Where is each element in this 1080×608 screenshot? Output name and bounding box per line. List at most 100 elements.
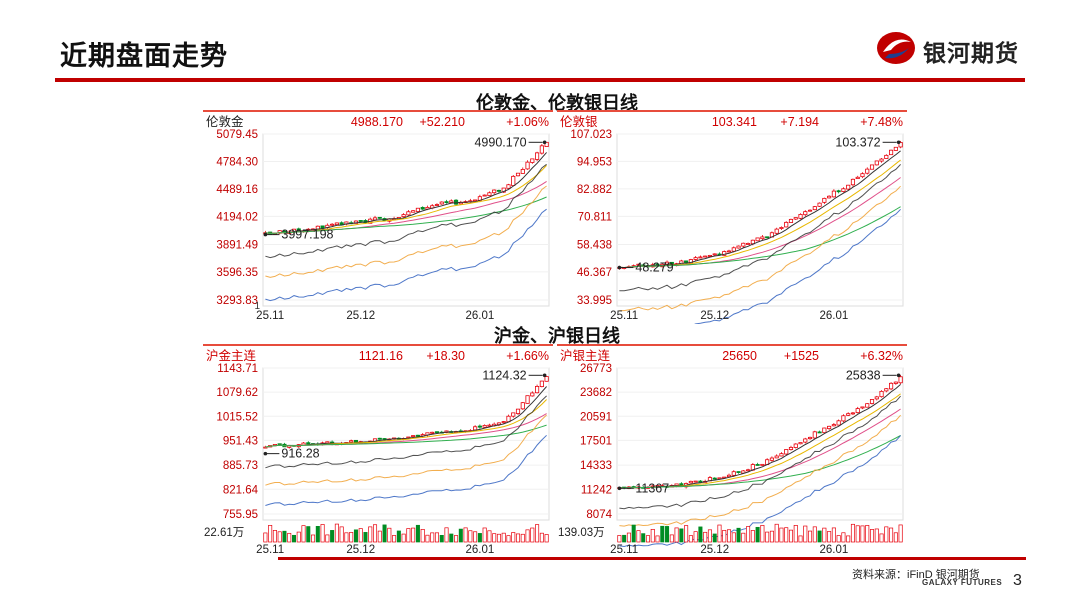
volume-bar xyxy=(755,526,760,543)
candle xyxy=(731,471,736,476)
volume-bar xyxy=(827,531,832,543)
candle xyxy=(746,469,751,472)
volume-bar xyxy=(315,525,320,543)
y-tick-label: 1 xyxy=(254,301,260,312)
y-tick-label: 23682 xyxy=(580,387,612,399)
y-tick-label: 885.73 xyxy=(223,460,258,472)
volume-bar xyxy=(482,527,487,543)
volume-bar xyxy=(411,527,416,543)
candle xyxy=(865,168,870,174)
candle xyxy=(349,440,354,443)
volume-bar xyxy=(836,535,841,543)
volume-bar xyxy=(726,529,732,543)
candle xyxy=(765,236,770,239)
volume-bar xyxy=(458,528,463,543)
volume-bar xyxy=(812,526,817,543)
candle xyxy=(330,223,335,226)
moving-average-line xyxy=(619,393,901,489)
high-value-label: 25838 xyxy=(846,368,881,382)
y-tick-label: 11242 xyxy=(581,484,612,496)
trend-line xyxy=(694,208,901,324)
volume-bar xyxy=(401,533,406,543)
candle xyxy=(535,152,540,160)
y-tick-label: 4784.30 xyxy=(216,156,258,168)
volume-bar xyxy=(622,534,627,543)
plot-frame xyxy=(262,367,550,521)
volume-bar xyxy=(669,534,674,543)
volume-bar xyxy=(444,527,449,543)
candle xyxy=(501,421,506,423)
volume-bar xyxy=(492,533,497,543)
price-change: +18.30 xyxy=(426,349,465,363)
volume-label: 139.03万 xyxy=(558,527,605,539)
high-marker-dot xyxy=(542,140,547,145)
volume-bar xyxy=(353,529,358,543)
candle xyxy=(774,228,779,234)
high-value-label: 103.372 xyxy=(835,135,880,149)
candle xyxy=(741,242,746,247)
candle xyxy=(784,449,789,455)
candle xyxy=(712,477,717,480)
candle xyxy=(377,216,382,219)
candle xyxy=(841,188,846,193)
x-tick-label: 26.01 xyxy=(819,310,848,322)
high-marker-dot xyxy=(896,140,901,145)
volume-bar xyxy=(717,524,722,543)
footer-divider xyxy=(278,557,1026,560)
instrument-name: 伦敦银 xyxy=(560,114,598,129)
candle xyxy=(406,211,411,216)
volume-bar xyxy=(306,526,311,543)
volume-bar xyxy=(420,528,425,543)
candle xyxy=(539,380,544,388)
volume-bar xyxy=(525,529,530,543)
volume-bar xyxy=(368,526,373,543)
header-divider xyxy=(55,78,1025,82)
volume-bar xyxy=(301,525,306,543)
high-value-label: 4990.170 xyxy=(474,135,526,149)
y-tick-label: 26773 xyxy=(580,363,612,375)
volume-bar xyxy=(889,527,894,543)
candle xyxy=(850,412,856,415)
volume-bar xyxy=(855,525,860,543)
candle xyxy=(263,446,268,449)
candle xyxy=(482,194,487,197)
candle xyxy=(444,201,449,204)
volume-bar xyxy=(349,532,354,543)
chart-panel-shfe-gold: 沪金主连 1121.16 +18.30 +1.66% 1143.71 1079.62 101… xyxy=(203,344,553,556)
candle xyxy=(798,214,803,219)
volume-bar xyxy=(750,530,755,543)
volume-bar xyxy=(693,531,698,543)
volume-bar xyxy=(434,532,440,543)
instrument-name: 沪金主连 xyxy=(206,348,257,363)
candle xyxy=(788,218,794,223)
y-tick-label: 1079.62 xyxy=(216,387,258,399)
candle xyxy=(893,146,898,151)
volume-bar xyxy=(325,534,330,543)
y-tick-label: 70.811 xyxy=(578,211,612,223)
y-tick-label: 1015.52 xyxy=(216,411,258,423)
volume-bar xyxy=(641,533,646,543)
candle xyxy=(511,175,516,186)
candle xyxy=(703,255,708,258)
volume-bar xyxy=(674,527,679,543)
candle xyxy=(496,189,502,192)
candle xyxy=(712,253,717,256)
candle xyxy=(779,227,784,229)
candle xyxy=(884,154,889,159)
candle xyxy=(320,225,325,229)
moving-average-line xyxy=(619,150,901,269)
candle xyxy=(506,184,511,189)
candle xyxy=(415,207,420,212)
candle xyxy=(841,415,846,422)
volume-bar xyxy=(865,525,870,543)
volume-bar xyxy=(320,524,325,543)
price-change: +52.210 xyxy=(419,115,465,129)
candle xyxy=(893,381,898,384)
volume-bar xyxy=(893,532,898,543)
last-price: 1121.16 xyxy=(359,349,403,363)
candle xyxy=(726,474,732,478)
candle xyxy=(827,195,832,199)
volume-bar xyxy=(712,533,717,543)
volume-bar xyxy=(430,532,435,543)
candle xyxy=(511,412,516,417)
